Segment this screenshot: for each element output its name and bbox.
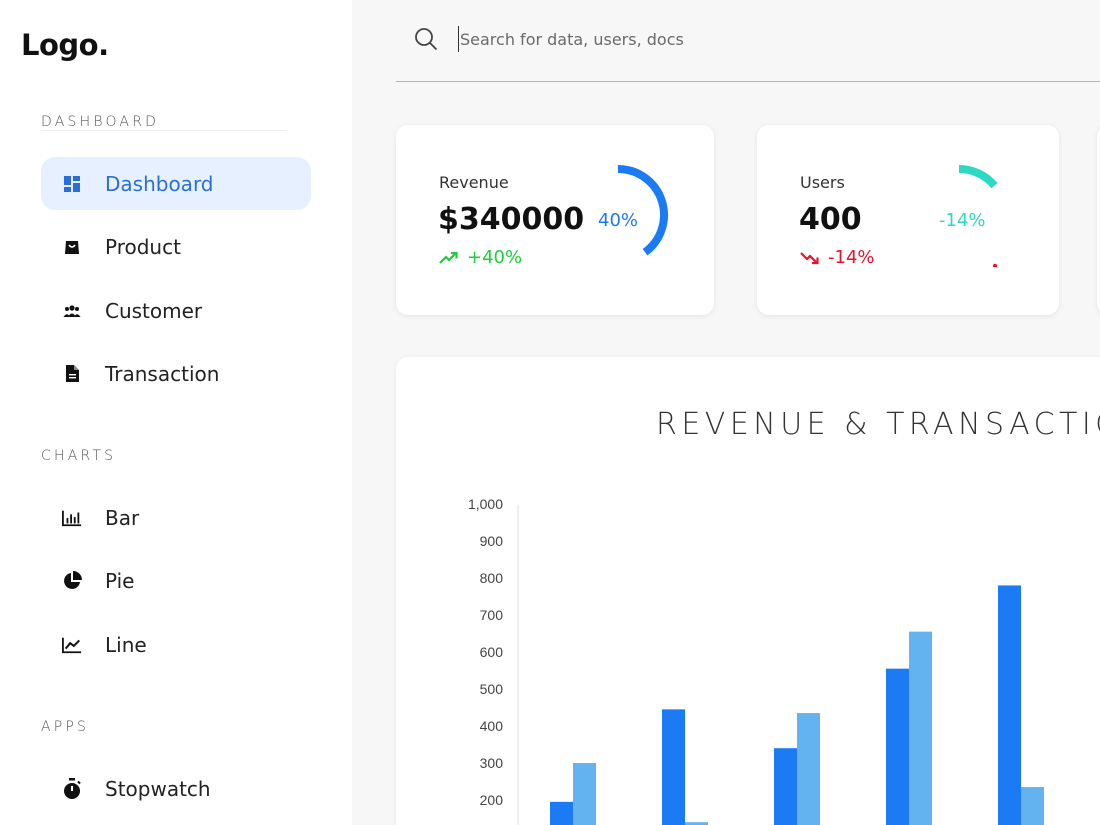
sidebar-item-bar[interactable]: Bar: [41, 491, 311, 544]
search-icon[interactable]: [414, 27, 438, 51]
sidebar-item-dashboard[interactable]: Dashboard: [41, 157, 311, 210]
card-value: 400: [799, 202, 862, 237]
card-change-value: +40%: [467, 247, 523, 268]
shopping-bag-icon: [62, 237, 82, 257]
pie-chart-icon: [62, 570, 82, 591]
revenue-transaction-chart: REVENUE & TRANSACTION 1,000 900 800 700 600 5…: [396, 357, 1100, 825]
sidebar-item-stopwatch[interactable]: Stopwatch: [41, 762, 311, 815]
sidebar-item-transaction[interactable]: Transaction: [41, 347, 311, 400]
ring-arc: [958, 165, 998, 189]
dashboard-icon: [62, 174, 82, 194]
trending-up-icon: [439, 251, 458, 264]
ring-arc: [617, 165, 668, 256]
y-tick-label: 700: [480, 607, 504, 623]
bar-series-2-group-2[interactable]: [685, 822, 708, 825]
revenue-ring: 40%: [598, 165, 668, 256]
people-icon: [62, 301, 82, 321]
partial-card: [1097, 125, 1100, 315]
bar-series-1-group-1[interactable]: [550, 801, 573, 825]
y-tick-label: 800: [480, 570, 504, 586]
stopwatch-icon: [62, 777, 82, 799]
card-value: $340000: [438, 202, 585, 237]
sidebar-item-label: Transaction: [105, 361, 220, 386]
bar-series-1-group-5[interactable]: [998, 585, 1021, 825]
bar-chart-icon: [62, 508, 82, 528]
y-tick-label: 200: [480, 792, 504, 808]
y-tick-label: 900: [480, 533, 504, 549]
y-tick-label: 1,000: [468, 496, 503, 512]
y-tick-label: 400: [480, 718, 504, 734]
section-divider: [41, 130, 287, 131]
bar-chart: 1,000 900 800 700 600 500 400 300 200: [468, 496, 1044, 825]
y-tick-label: 300: [480, 755, 504, 771]
ring-percent: 40%: [598, 210, 638, 231]
bar-series-2-group-5[interactable]: [1021, 787, 1044, 825]
sidebar-item-label: Bar: [105, 505, 140, 530]
chart-title: REVENUE & TRANSACTION: [656, 407, 1100, 442]
card-change-value: -14%: [828, 247, 875, 268]
y-tick-label: 500: [480, 681, 504, 697]
document-icon: [62, 364, 82, 384]
bar-series-2-group-1[interactable]: [573, 763, 596, 825]
search-input[interactable]: [458, 26, 1018, 52]
card-change: -14%: [800, 247, 875, 268]
sidebar-item-label: Stopwatch: [105, 776, 211, 801]
ring-dot: [992, 263, 998, 267]
users-ring: -14%: [939, 165, 998, 267]
card-change: +40%: [439, 247, 522, 268]
sidebar-item-label: Dashboard: [105, 171, 214, 196]
section-title-charts: CHARTS: [41, 448, 117, 464]
bar-series-1-group-4[interactable]: [886, 668, 909, 825]
card-label: Users: [800, 173, 845, 192]
sidebar-item-customer[interactable]: Customer: [41, 284, 311, 337]
logo: Logo.: [21, 28, 109, 62]
trending-down-icon: [800, 251, 819, 264]
bar-series-1-group-3[interactable]: [774, 748, 797, 825]
sidebar-item-label: Line: [105, 632, 147, 657]
section-title-apps: APPS: [41, 719, 90, 735]
search-bar: [396, 0, 1100, 82]
line-chart-icon: [62, 635, 82, 655]
bar-series-2-group-3[interactable]: [797, 713, 820, 825]
card-label: Revenue: [439, 173, 509, 192]
bar-series-2-group-4[interactable]: [909, 631, 932, 825]
sidebar-item-label: Pie: [105, 568, 135, 593]
ring-percent: -14%: [939, 210, 986, 231]
sidebar-item-label: Customer: [105, 298, 203, 323]
sidebar-item-product[interactable]: Product: [41, 220, 311, 273]
section-title-dashboard: DASHBOARD: [41, 114, 160, 130]
sidebar-item-line[interactable]: Line: [41, 618, 311, 671]
sidebar-item-pie[interactable]: Pie: [41, 554, 311, 607]
revenue-card: Revenue $340000 +40% 40%: [396, 125, 714, 315]
users-card: Users 400 -14% -14%: [757, 125, 1059, 315]
sidebar: Logo. DASHBOARD Dashboard Product Custom…: [0, 0, 352, 825]
bar-series-1-group-2[interactable]: [662, 709, 685, 825]
y-tick-label: 600: [480, 644, 504, 660]
sidebar-item-label: Product: [105, 234, 181, 259]
